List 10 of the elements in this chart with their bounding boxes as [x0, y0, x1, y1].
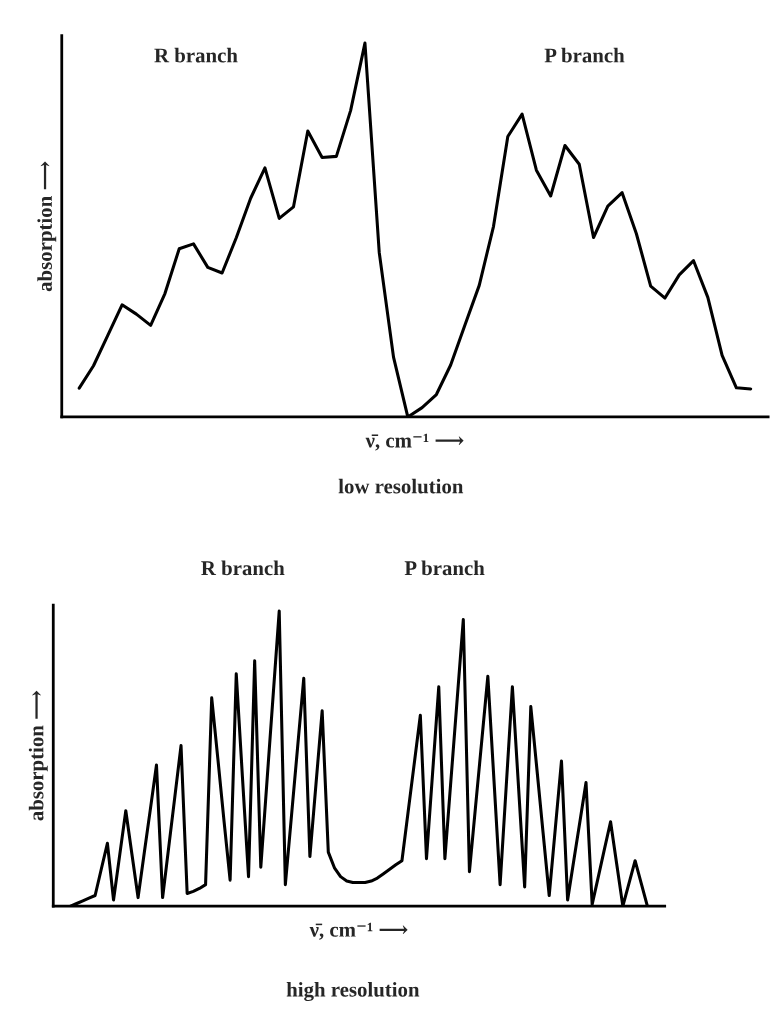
text: high resolution — [286, 982, 420, 1002]
x-axis-title: ν̄, cm⁻¹ ⟶ — [309, 922, 408, 940]
y-axis-title: absorption ⟶ — [37, 161, 57, 292]
text: R branch — [201, 560, 285, 576]
x-axis-title: ν̄, cm⁻¹ ⟶ — [365, 433, 464, 451]
y-axis-title: absorption ⟶ — [28, 690, 48, 821]
annotation: P branch — [544, 47, 625, 63]
annotation: R branch — [154, 47, 238, 63]
text: P branch — [404, 560, 485, 576]
text: low resolution — [338, 478, 464, 494]
